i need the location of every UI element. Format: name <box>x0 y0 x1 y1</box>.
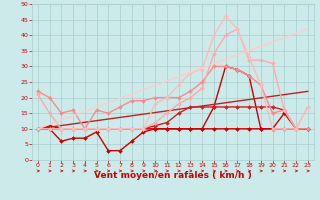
X-axis label: Vent moyen/en rafales ( km/h ): Vent moyen/en rafales ( km/h ) <box>94 171 252 180</box>
